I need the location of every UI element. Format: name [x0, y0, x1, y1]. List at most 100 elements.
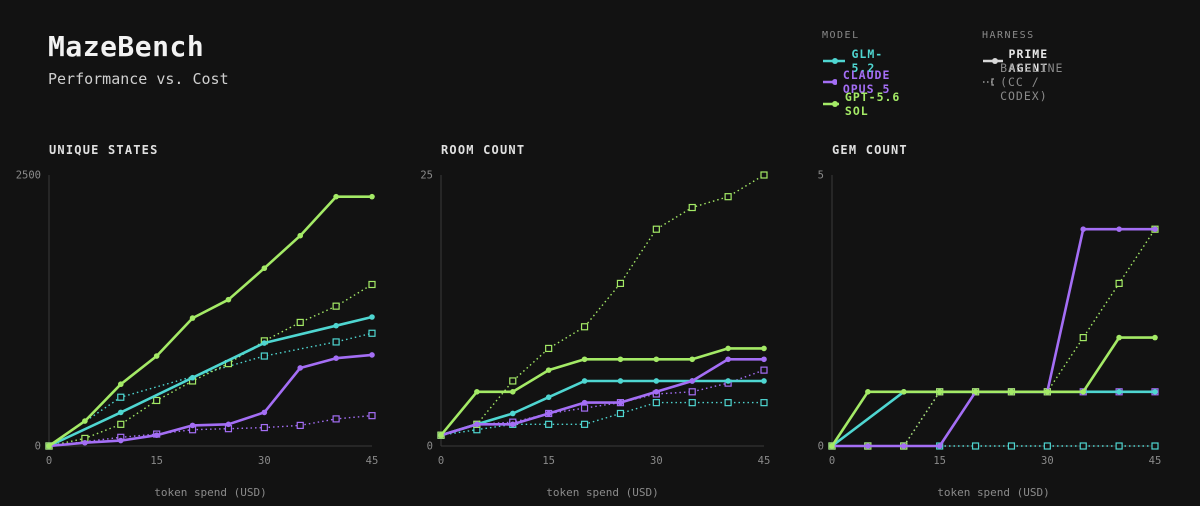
legend-label-baseline: BASELINE (CC / CODEX): [1000, 61, 1064, 104]
x-axis-label: token spend (USD): [546, 486, 659, 499]
data-point: [509, 389, 516, 395]
legend-harness-column: HARNESS PRIME AGENT BASELINE (CC / CODEX…: [982, 30, 1077, 103]
legend-swatch-gpt: [823, 100, 839, 107]
data-point: [1043, 442, 1051, 450]
data-point: [760, 366, 768, 374]
data-point: [1080, 389, 1087, 395]
data-point: [261, 340, 268, 346]
legend-item-glm[interactable]: GLM-5.2: [822, 47, 902, 75]
data-point: [761, 356, 767, 363]
data-point: [117, 437, 124, 444]
data-point: [46, 443, 52, 449]
data-point: [332, 338, 340, 346]
data-point: [1152, 334, 1158, 341]
data-point: [225, 421, 232, 428]
x-tick-label: 45: [366, 455, 379, 467]
data-point: [261, 265, 268, 272]
series-glm-5-2-prime-agent: [829, 389, 1158, 449]
legend-item-baseline[interactable]: BASELINE (CC / CODEX): [982, 61, 1077, 103]
data-point: [617, 356, 624, 363]
series-line-glm-5-2-prime-agent: [831, 390, 1155, 448]
data-point: [332, 415, 340, 423]
data-point: [1008, 389, 1015, 395]
legend-swatch-claude: [823, 79, 837, 86]
data-point: [117, 393, 125, 401]
data-point: [725, 345, 731, 352]
series-glm-5-2-baseline: [45, 329, 376, 450]
data-point: [865, 443, 871, 449]
series-claude-opus-5-prime-agent: [46, 352, 375, 449]
data-point: [333, 322, 339, 329]
data-point: [333, 193, 339, 200]
chart-title: ROOM COUNT: [441, 143, 525, 157]
data-point: [545, 420, 553, 428]
x-axis-label: token spend (USD): [937, 486, 1050, 499]
data-point: [653, 389, 660, 395]
legend-item-claude[interactable]: CLAUDE OPUS 5: [822, 68, 902, 96]
legend-label-gpt: GPT-5.6 SOL: [844, 89, 901, 118]
chart-title: UNIQUE STATES: [49, 143, 159, 157]
data-point: [1116, 226, 1122, 232]
series-line-glm-5-2-prime-agent: [440, 379, 764, 437]
x-tick-label: 15: [933, 455, 946, 467]
data-point: [581, 378, 588, 384]
series-gpt-5-6-sol-prime-agent: [829, 334, 1158, 449]
data-point: [545, 394, 552, 401]
legend-label-prime-agent: PRIME AGENT: [1008, 46, 1049, 75]
data-point: [189, 374, 196, 381]
y-tick-label: 25: [420, 170, 433, 182]
data-point: [260, 423, 268, 432]
data-point: [653, 356, 660, 363]
legend-harness-heading: HARNESS: [982, 30, 1035, 41]
data-point: [1044, 389, 1051, 395]
legend-item-prime-agent[interactable]: PRIME AGENT: [982, 46, 1077, 75]
series-line-gpt-5-6-sol-baseline: [48, 283, 373, 447]
data-point: [1116, 334, 1122, 341]
data-point: [369, 193, 375, 200]
data-point: [1079, 442, 1087, 450]
series-line-claude-opus-5-prime-agent: [440, 357, 764, 437]
data-point: [117, 381, 124, 388]
data-point: [153, 432, 160, 438]
data-point: [936, 389, 943, 395]
data-point: [900, 389, 907, 395]
data-point: [829, 443, 835, 449]
x-tick-label: 45: [758, 455, 771, 467]
data-point: [581, 356, 588, 363]
data-point: [617, 399, 624, 406]
data-point: [368, 329, 376, 337]
data-point: [368, 412, 376, 420]
data-point: [332, 302, 340, 310]
x-tick-label: 45: [1149, 455, 1162, 467]
series-line-gpt-5-6-sol-baseline: [832, 228, 1156, 447]
legend-item-gpt[interactable]: GPT-5.6 SOL: [822, 89, 902, 118]
x-axis-label: token spend (USD): [154, 486, 267, 499]
data-point: [474, 389, 480, 395]
series-line-claude-opus-5-prime-agent: [48, 353, 373, 448]
data-point: [545, 410, 552, 417]
data-point: [760, 171, 768, 179]
data-point: [296, 421, 304, 430]
series-gpt-5-6-sol-prime-agent: [46, 193, 375, 449]
series-line-gpt-5-6-sol-prime-agent: [48, 195, 372, 448]
x-tick-label: 0: [829, 455, 835, 467]
y-tick-label: 0: [818, 441, 824, 453]
chart-panel-gem-count: GEM COUNT 0 5 0 15 30 45 token spend (USD): [818, 143, 1162, 499]
data-point: [972, 389, 979, 395]
series-line-claude-opus-5-prime-agent: [832, 227, 1155, 448]
data-point: [688, 388, 696, 396]
data-point: [509, 421, 516, 428]
data-point: [688, 399, 696, 407]
series-gpt-5-6-sol-baseline: [437, 171, 768, 439]
data-point: [724, 399, 732, 407]
series-line-glm-5-2-prime-agent: [48, 315, 373, 448]
y-tick-label: 5: [818, 170, 824, 182]
data-point: [1116, 389, 1122, 395]
data-point: [617, 378, 624, 384]
data-point: [865, 389, 871, 395]
data-point: [369, 314, 375, 320]
data-point: [761, 345, 767, 352]
data-point: [1151, 442, 1159, 450]
series-claude-opus-5-baseline: [828, 388, 1159, 450]
